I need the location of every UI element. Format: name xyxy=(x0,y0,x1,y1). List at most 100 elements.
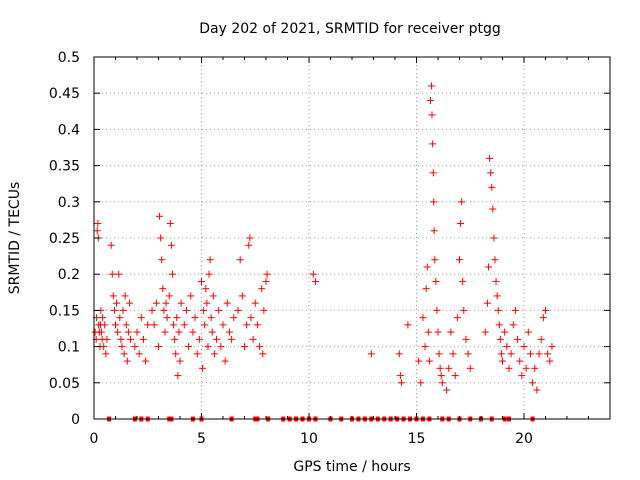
data-point xyxy=(495,321,503,329)
data-point xyxy=(425,357,433,365)
y-tick-label: 0.35 xyxy=(49,159,80,175)
data-point xyxy=(167,241,175,249)
data-point xyxy=(199,364,207,372)
data-point xyxy=(137,314,145,322)
data-point xyxy=(139,335,147,343)
data-point xyxy=(125,299,133,307)
data-point xyxy=(430,227,438,235)
data-point xyxy=(493,292,501,300)
data-point xyxy=(120,350,128,358)
data-point xyxy=(429,169,437,177)
data-point xyxy=(161,328,169,336)
data-point xyxy=(514,335,522,343)
data-point xyxy=(162,299,170,307)
data-point xyxy=(260,306,268,314)
y-tick-label: 0.45 xyxy=(49,86,80,102)
data-point xyxy=(453,314,461,322)
data-point xyxy=(262,277,270,285)
data-point xyxy=(520,343,528,351)
x-tick-label: 15 xyxy=(408,431,426,447)
data-point xyxy=(152,299,160,307)
data-point xyxy=(443,386,451,394)
data-point xyxy=(225,328,233,336)
data-point xyxy=(198,277,205,285)
data-point xyxy=(457,220,465,228)
data-point xyxy=(481,328,489,336)
data-point xyxy=(539,314,547,322)
data-point xyxy=(492,277,500,285)
data-point xyxy=(175,328,183,336)
data-point xyxy=(430,198,438,206)
data-point xyxy=(205,270,213,278)
x-tick-label: 0 xyxy=(90,431,99,447)
data-point xyxy=(546,357,554,365)
data-point xyxy=(542,306,549,314)
data-point xyxy=(124,328,132,336)
data-point xyxy=(165,292,173,300)
data-point xyxy=(102,350,110,358)
data-point xyxy=(419,314,427,322)
data-point xyxy=(433,306,441,314)
data-point xyxy=(219,321,227,329)
data-point xyxy=(464,350,472,358)
data-point xyxy=(518,372,526,380)
x-tick-label: 5 xyxy=(197,431,206,447)
data-point xyxy=(101,321,109,329)
data-point xyxy=(459,277,467,285)
data-point xyxy=(230,314,238,322)
data-point xyxy=(176,357,184,365)
data-point xyxy=(118,343,126,351)
data-point xyxy=(497,350,505,358)
data-point xyxy=(460,306,468,314)
data-point xyxy=(487,169,495,177)
data-point xyxy=(263,270,271,278)
data-point xyxy=(396,372,404,380)
data-point xyxy=(449,350,457,358)
data-point xyxy=(195,335,203,343)
data-point xyxy=(193,350,201,358)
data-point xyxy=(537,335,545,343)
data-point xyxy=(435,350,443,358)
data-point xyxy=(241,343,248,351)
data-point xyxy=(533,386,541,394)
data-point xyxy=(505,364,513,372)
data-point xyxy=(246,234,254,242)
y-tick-label: 0.05 xyxy=(49,376,80,392)
data-point xyxy=(160,306,168,314)
grid-lines xyxy=(94,57,610,419)
data-point xyxy=(432,277,440,285)
data-point xyxy=(215,306,223,314)
data-point xyxy=(202,285,210,293)
data-point xyxy=(191,314,199,322)
data-point xyxy=(445,364,453,372)
data-point xyxy=(207,314,215,322)
data-point xyxy=(223,299,231,307)
axis-ticks xyxy=(93,56,610,420)
data-point xyxy=(367,350,375,358)
data-point xyxy=(107,241,115,249)
data-point xyxy=(311,277,319,285)
data-point xyxy=(507,350,515,358)
data-point xyxy=(488,183,496,191)
data-point xyxy=(187,292,195,300)
data-point xyxy=(447,328,455,336)
data-point xyxy=(113,299,121,307)
data-point xyxy=(234,306,242,314)
data-point xyxy=(108,270,116,278)
data-point xyxy=(422,285,430,293)
data-point xyxy=(115,270,123,278)
data-point xyxy=(94,220,102,228)
data-point xyxy=(491,256,499,264)
data-series xyxy=(91,82,556,422)
data-point xyxy=(157,234,165,242)
data-point xyxy=(100,343,108,351)
y-axis-title: SRMTID / TECUs xyxy=(7,182,23,295)
data-point xyxy=(185,343,193,351)
data-point xyxy=(221,357,229,365)
data-point xyxy=(404,321,412,329)
data-point xyxy=(426,96,434,104)
data-point xyxy=(431,256,439,264)
data-point xyxy=(516,357,524,365)
data-point xyxy=(535,350,543,358)
y-tick-label: 0.25 xyxy=(49,231,80,247)
